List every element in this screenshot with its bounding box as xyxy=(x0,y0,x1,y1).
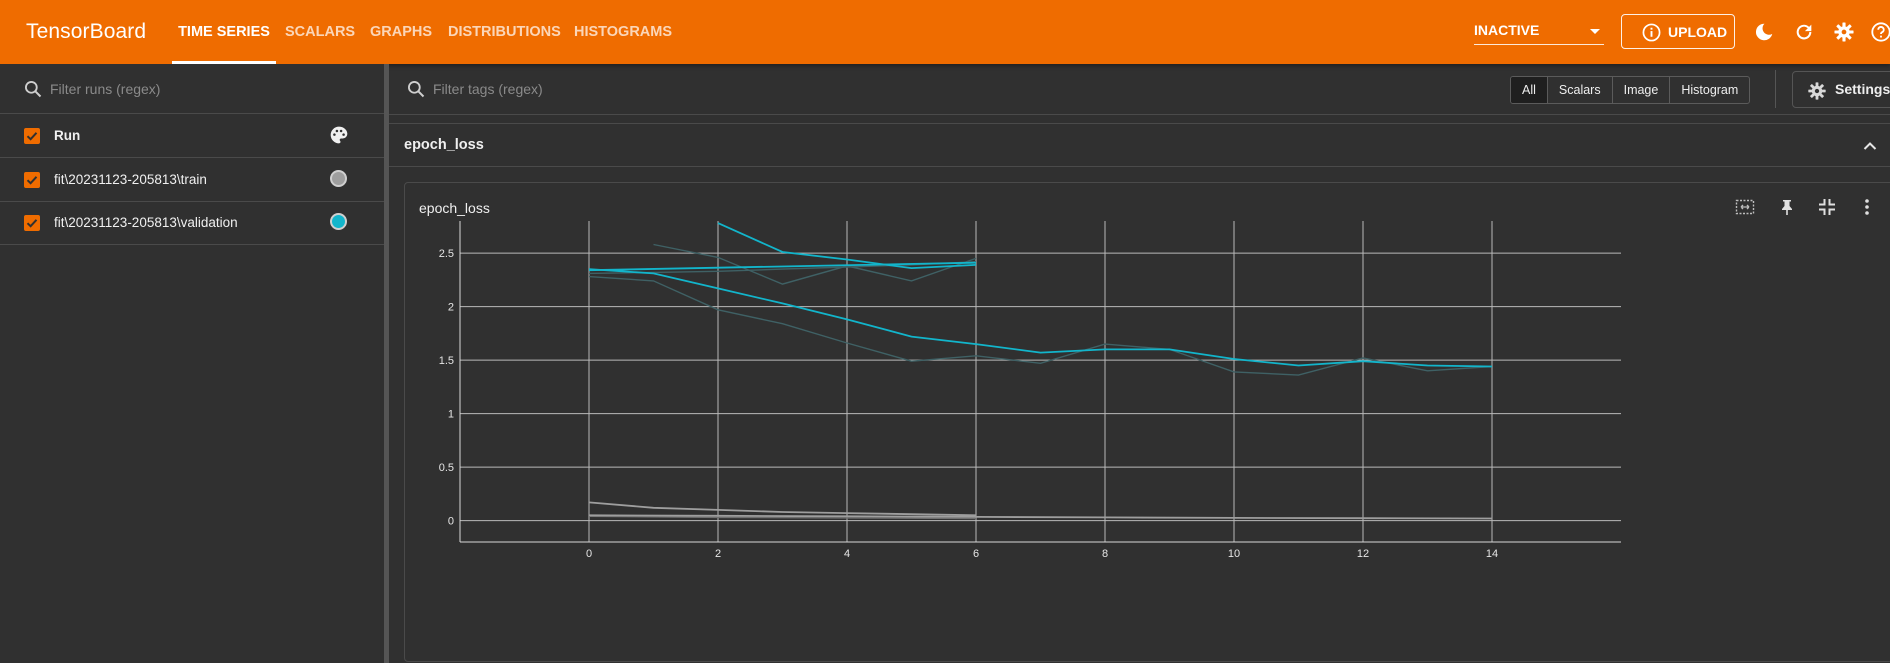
epoch-loss-chart[interactable]: 0 2 4 6 8 10 12 14 0 0.5 1 1.5 2 2.5 xyxy=(405,183,1890,661)
filter-histogram-button[interactable]: Histogram xyxy=(1669,77,1749,103)
check-icon xyxy=(26,132,38,141)
pin-icon[interactable] xyxy=(1777,197,1797,217)
fit-domain-icon[interactable] xyxy=(1735,197,1755,217)
card-type-filter: All Scalars Image Histogram xyxy=(1510,76,1751,104)
card-title: epoch_loss xyxy=(419,200,490,216)
series-line-7 xyxy=(588,501,977,517)
app-title: TensorBoard xyxy=(26,20,147,43)
x-tick-label: 2 xyxy=(715,548,721,560)
series-line-3 xyxy=(588,515,977,520)
x-tick-label: 4 xyxy=(844,548,850,560)
help-icon[interactable] xyxy=(1870,21,1890,43)
run-row-validation[interactable]: fit\20231123-205813\validation xyxy=(0,201,384,245)
y-tick-label: 0.5 xyxy=(439,462,454,474)
y-tick-label: 2.5 xyxy=(439,248,454,260)
run-label-validation: fit\20231123-205813\validation xyxy=(54,215,238,230)
series-line-2 xyxy=(588,261,977,275)
run-checkbox-validation[interactable] xyxy=(24,215,40,231)
runs-sidebar: Filter runs (regex) Run fit\20231123-205… xyxy=(0,64,389,663)
runs-header-row: Run xyxy=(0,114,384,158)
series-line-4 xyxy=(588,268,1493,368)
tab-histograms[interactable]: HISTOGRAMS xyxy=(574,24,673,40)
tag-filter-bar: Filter tags (regex) All Scalars Image Hi… xyxy=(389,64,1890,115)
runs-filter[interactable]: Filter runs (regex) xyxy=(0,64,384,114)
moon-icon[interactable] xyxy=(1753,21,1775,43)
info-icon xyxy=(1642,23,1661,42)
run-label-train: fit\20231123-205813\train xyxy=(54,172,207,187)
series-line-6 xyxy=(588,261,977,272)
tab-graphs[interactable]: GRAPHS xyxy=(369,24,433,40)
toolbar-divider xyxy=(1775,70,1776,108)
x-tick-label: 14 xyxy=(1486,548,1498,560)
series-line-0 xyxy=(588,275,1493,376)
plugin-status-value: INACTIVE xyxy=(1474,22,1540,38)
chevron-up-icon[interactable] xyxy=(1862,138,1878,154)
x-tick-label: 10 xyxy=(1228,548,1240,560)
y-tick-label: 1 xyxy=(448,409,454,421)
tab-time-series[interactable]: TIME SERIES xyxy=(172,0,276,64)
y-tick-label: 1.5 xyxy=(439,355,454,367)
x-tick-label: 12 xyxy=(1357,548,1369,560)
more-vert-icon[interactable] xyxy=(1857,197,1877,217)
chevron-down-icon xyxy=(1590,29,1600,34)
palette-icon[interactable] xyxy=(329,125,349,145)
tag-filter-input[interactable]: Filter tags (regex) xyxy=(433,81,543,97)
tab-distributions[interactable]: DISTRIBUTIONS xyxy=(448,24,561,40)
refresh-icon[interactable] xyxy=(1793,21,1815,43)
y-tick-label: 2 xyxy=(448,302,454,314)
search-icon xyxy=(408,81,425,98)
y-tick-label: 0 xyxy=(448,516,454,528)
check-icon xyxy=(26,176,38,185)
tag-group-title: epoch_loss xyxy=(404,137,484,153)
gear-icon[interactable] xyxy=(1833,21,1855,43)
x-tick-label: 6 xyxy=(973,548,979,560)
run-row-train[interactable]: fit\20231123-205813\train xyxy=(0,158,384,202)
settings-button[interactable]: Settings xyxy=(1792,71,1890,108)
filter-all-button[interactable]: All xyxy=(1511,77,1547,103)
x-tick-label: 0 xyxy=(586,548,592,560)
filter-image-button[interactable]: Image xyxy=(1611,77,1670,103)
tab-scalars[interactable]: SCALARS xyxy=(285,24,356,40)
main-panel: Filter tags (regex) All Scalars Image Hi… xyxy=(389,64,1890,663)
x-tick-label: 8 xyxy=(1102,548,1108,560)
run-color-swatch-validation[interactable] xyxy=(330,213,347,230)
upload-label: UPLOAD xyxy=(1668,24,1728,40)
settings-label: Settings xyxy=(1835,81,1890,97)
series-line-1 xyxy=(653,243,977,285)
collapse-icon[interactable] xyxy=(1817,197,1837,217)
series-line-8 xyxy=(588,514,1493,520)
gear-icon xyxy=(1808,82,1826,100)
top-app-bar: TensorBoard TIME SERIES SCALARS GRAPHS D… xyxy=(0,0,1890,64)
runs-header-label: Run xyxy=(54,128,81,143)
run-color-swatch-train[interactable] xyxy=(330,170,347,187)
scalar-card: epoch_loss 0 2 4 6 8 10 12 14 0 0.5 1 1.5 2 2.5 xyxy=(404,182,1890,662)
upload-button[interactable]: UPLOAD xyxy=(1621,14,1735,49)
select-all-checkbox[interactable] xyxy=(24,128,40,144)
check-icon xyxy=(26,219,38,228)
filter-scalars-button[interactable]: Scalars xyxy=(1546,77,1612,103)
search-icon xyxy=(25,81,42,98)
series-line-5 xyxy=(717,222,977,270)
run-checkbox-train[interactable] xyxy=(24,172,40,188)
runs-filter-input[interactable]: Filter runs (regex) xyxy=(50,81,161,97)
tag-group-header[interactable]: epoch_loss xyxy=(389,123,1890,167)
plugin-status-select[interactable]: INACTIVE xyxy=(1474,18,1604,45)
